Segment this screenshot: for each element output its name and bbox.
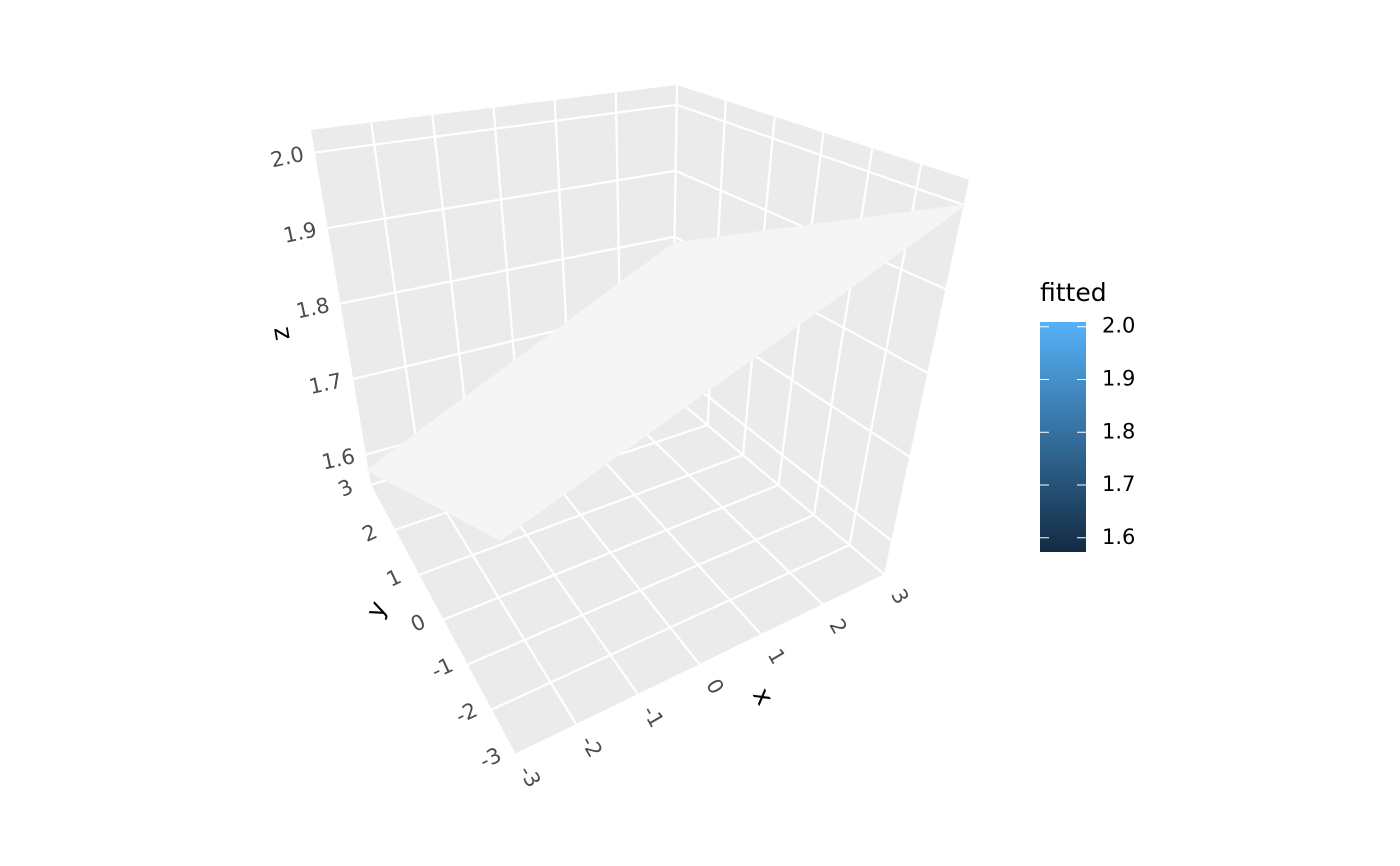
- z-tick-label: 1.9: [281, 217, 319, 247]
- legend-tick-label: 2.0: [1102, 314, 1135, 338]
- grid-line: [339, 235, 675, 305]
- x-axis-title: x: [747, 683, 780, 710]
- grid-line: [671, 367, 893, 543]
- y-axis-title: y: [360, 596, 393, 622]
- grid-line: [466, 513, 815, 667]
- grid-line: [514, 574, 886, 756]
- x-tick-label: 3: [886, 585, 913, 609]
- grid-line: [676, 103, 965, 207]
- grid-line: [326, 169, 676, 230]
- y-tick-label: 0: [407, 609, 429, 636]
- z-tick-label: 2.0: [268, 142, 306, 172]
- y-tick-label: 2: [359, 519, 381, 546]
- grid-line: [490, 544, 850, 711]
- x-tick-label: 2: [824, 615, 851, 639]
- legend-tick-label: 1.7: [1102, 472, 1135, 496]
- z-tick-label: 1.6: [320, 444, 358, 474]
- y-tick-label: -1: [428, 653, 457, 684]
- x-tick-label: -2: [576, 731, 607, 761]
- y-tick-label: 3: [334, 474, 356, 501]
- colorbar: [1040, 322, 1086, 552]
- legend-title: fitted: [1040, 278, 1107, 307]
- grid-line: [313, 103, 677, 154]
- z-tick-label: 1.8: [294, 293, 332, 323]
- grid-line: [883, 179, 972, 576]
- grid-line: [442, 483, 779, 622]
- z-axis-title: z: [268, 324, 299, 342]
- legend-tick-label: 1.9: [1102, 367, 1135, 391]
- surface: [365, 204, 966, 541]
- grid-line: [417, 453, 744, 577]
- x-tick-label: 1: [763, 645, 790, 669]
- y-tick-label: -3: [476, 743, 505, 774]
- legend-tick-label: 1.8: [1102, 419, 1135, 443]
- x-tick-label: -3: [514, 761, 545, 791]
- y-tick-label: -2: [452, 698, 481, 729]
- grid-line: [812, 148, 874, 516]
- x-tick-label: 0: [701, 675, 728, 699]
- grid-line: [370, 122, 422, 471]
- legend-tick-label: 1.6: [1102, 525, 1135, 549]
- grid-line: [308, 129, 372, 486]
- right-wall: [672, 85, 970, 575]
- y-tick-label: 1: [383, 564, 405, 591]
- x-tick-label: -1: [638, 701, 669, 731]
- z-tick-label: 1.7: [307, 369, 345, 399]
